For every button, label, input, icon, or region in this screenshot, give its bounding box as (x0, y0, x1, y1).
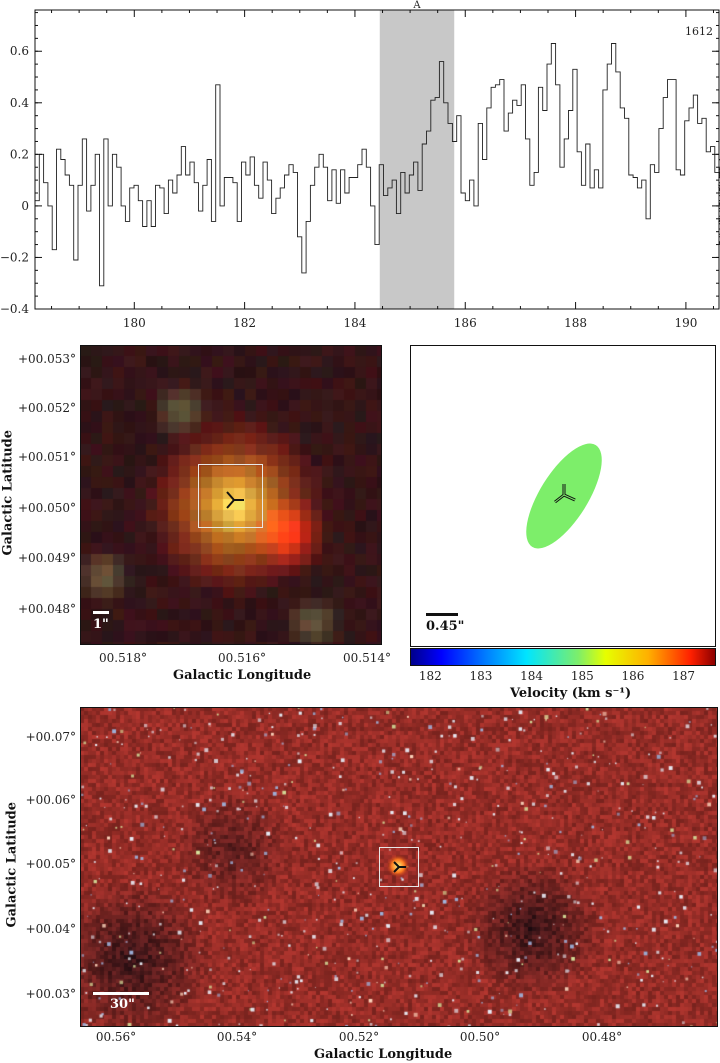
spectrum-chart: 180 182 184 186 188 190 −0.4 −0.2 0 0.2 0.4 0.6 A 1… (0, 0, 720, 330)
x-tick-label: 190 (674, 316, 697, 330)
colorbar-label: Velocity (km s⁻¹) (510, 686, 632, 701)
colorbar-tick-label: 186 (621, 669, 645, 683)
x-tick-label: 00.50° (459, 1030, 501, 1044)
y-tick-label: 0.4 (10, 96, 29, 110)
x-tick-label: 00.54° (216, 1030, 258, 1044)
x-tick-label: 184 (343, 316, 366, 330)
x-tick-label: 180 (123, 316, 146, 330)
y-tick-label: 0 (21, 199, 29, 213)
y-tick-label: +00.053° (17, 352, 76, 366)
tri-marker-icon (393, 861, 406, 873)
scale-label: 0.45" (426, 619, 465, 634)
spectrum-frame (34, 9, 720, 310)
source-box (379, 847, 419, 887)
tri-marker-icon (226, 491, 244, 509)
spectrum-panel: 180 182 184 186 188 190 −0.4 −0.2 0 0.2 0.4 0.6 A 1… (0, 0, 720, 335)
bottom-xlabel: Galactic Longitude (314, 1047, 453, 1062)
scale-bar (426, 613, 458, 616)
x-tick-label: 182 (233, 316, 256, 330)
highlight-label: A (412, 0, 421, 11)
y-tick-label: +00.049° (17, 551, 76, 565)
x-tick-label: 186 (454, 316, 477, 330)
velocity-map[interactable]: 0.45" (410, 345, 716, 647)
y-tick-label: 0.2 (10, 147, 29, 161)
left-image-panel: 1" +00.053° +00.052° +00.051° +00.050° +00.0… (0, 340, 400, 690)
x-tick-label: 00.48° (581, 1030, 623, 1044)
scale-label: 30" (110, 997, 135, 1012)
bottom-frame (80, 707, 718, 1027)
highlight-band (379, 10, 455, 309)
y-tick-label: +00.048° (17, 602, 76, 616)
x-tick-label: 00.518° (99, 651, 147, 665)
colorbar-tick-label: 185 (570, 669, 594, 683)
spectrum-annotation: 1612 (685, 25, 713, 38)
bottom-ylabel: Galactic Latitude (4, 801, 20, 928)
y-tick-label: +00.051° (17, 450, 76, 464)
y-tick-label: +00.050° (17, 501, 76, 515)
x-tick-label: 188 (564, 316, 587, 330)
tri-marker-icon (554, 484, 576, 504)
x-tick-label: 00.52° (338, 1030, 380, 1044)
y-tick-label: −0.4 (0, 302, 29, 316)
right-velocity-panel: 0.45" 182 183 184 185 186 187 Velocity (km s⁻… (405, 340, 720, 710)
bottom-field-panel: 30" +00.07° +00.06° +00.05° +00.04° +00.03° … (0, 700, 720, 1063)
y-tick-label: −0.2 (0, 250, 29, 264)
velocity-colorbar (410, 648, 716, 666)
bottom-image[interactable]: 30" (80, 707, 718, 1027)
x-tick-label: 00.516° (218, 651, 266, 665)
left-xlabel: Galactic Longitude (173, 668, 312, 683)
left-frame (80, 345, 382, 645)
y-tick-label: +00.06° (25, 793, 76, 807)
scale-bar (93, 611, 109, 614)
colorbar-tick-label: 187 (672, 669, 696, 683)
y-tick-label: +00.052° (17, 401, 76, 415)
colorbar-tick-label: 182 (418, 669, 442, 683)
left-image[interactable]: 1" (80, 345, 382, 645)
left-ylabel: Galactic Latitude (0, 429, 16, 556)
y-tick-label: +00.03° (25, 987, 76, 1001)
scale-label: 1" (93, 617, 109, 632)
y-tick-label: +00.07° (25, 730, 76, 744)
colorbar-tick-label: 184 (520, 669, 544, 683)
spectrum-line (35, 43, 720, 287)
scale-bar (93, 992, 149, 995)
y-tick-label: +00.04° (25, 922, 76, 936)
y-tick-label: 0.6 (10, 44, 29, 58)
colorbar-tick-label: 183 (469, 669, 493, 683)
y-tick-label: +00.05° (25, 857, 76, 871)
source-box (198, 464, 263, 528)
x-tick-label: 00.56° (95, 1030, 137, 1044)
x-tick-label: 00.514° (343, 651, 391, 665)
